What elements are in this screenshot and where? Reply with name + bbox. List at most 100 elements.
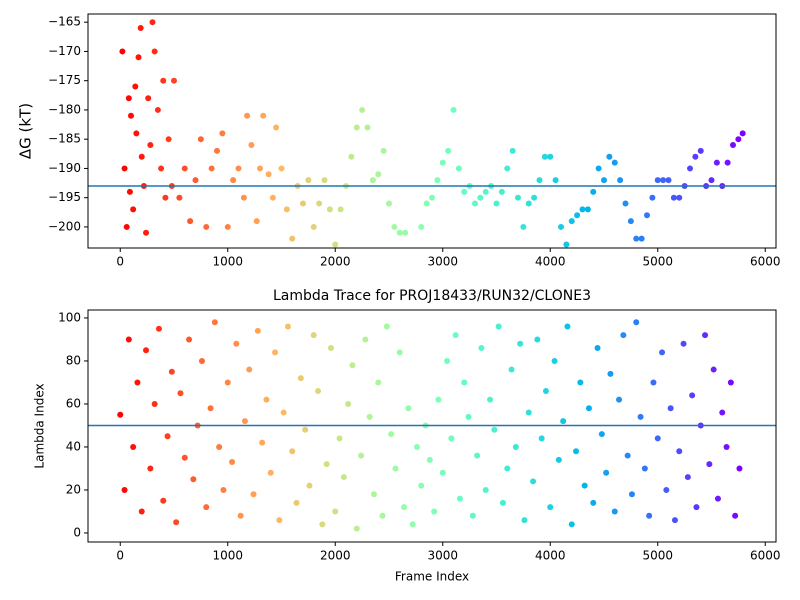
point: [219, 130, 226, 137]
point: [289, 235, 296, 242]
point: [379, 512, 386, 519]
point: [607, 370, 614, 377]
point: [326, 206, 333, 213]
point: [450, 106, 457, 113]
point: [598, 431, 605, 438]
point: [448, 435, 455, 442]
point: [310, 223, 317, 230]
point: [121, 165, 128, 172]
y-tick-label: 60: [66, 396, 81, 410]
point: [241, 418, 248, 425]
point: [284, 323, 291, 330]
point: [633, 235, 640, 242]
point: [135, 54, 142, 61]
point: [418, 223, 425, 230]
point: [216, 443, 223, 450]
point: [671, 517, 678, 524]
point: [211, 319, 218, 326]
point: [676, 194, 683, 201]
point: [273, 124, 280, 131]
point: [224, 223, 231, 230]
point: [620, 332, 627, 339]
point: [617, 177, 624, 184]
x-tick-label: 4000: [535, 549, 566, 563]
point: [493, 200, 500, 207]
point: [461, 379, 468, 386]
point: [611, 159, 618, 166]
point: [383, 323, 390, 330]
point: [345, 400, 352, 407]
point: [434, 177, 441, 184]
point: [491, 426, 498, 433]
point: [624, 452, 631, 459]
point: [147, 465, 154, 472]
point: [293, 499, 300, 506]
point: [364, 124, 371, 131]
point: [727, 379, 734, 386]
point: [654, 177, 661, 184]
point: [306, 482, 313, 489]
plot-area: [119, 19, 746, 248]
y-tick-label: −195: [48, 190, 81, 204]
point: [137, 25, 144, 32]
point: [482, 188, 489, 195]
point: [552, 177, 559, 184]
point: [723, 443, 730, 450]
point: [531, 194, 538, 201]
point: [590, 188, 597, 195]
point: [154, 106, 161, 113]
point: [198, 357, 205, 364]
point: [584, 206, 591, 213]
point: [739, 130, 746, 137]
point: [431, 508, 438, 515]
point: [319, 521, 326, 528]
point: [130, 443, 137, 450]
x-tick-label: 3000: [427, 549, 458, 563]
axes-frame: [87, 309, 777, 543]
y-tick-label: 80: [66, 353, 81, 367]
point: [525, 409, 532, 416]
point: [375, 379, 382, 386]
point: [472, 200, 478, 207]
point: [426, 456, 433, 463]
point: [119, 48, 126, 55]
point: [177, 390, 184, 397]
point: [176, 194, 183, 201]
point: [538, 435, 545, 442]
point: [358, 452, 365, 459]
point: [563, 241, 570, 248]
point: [220, 486, 227, 493]
point: [693, 504, 700, 511]
x-tick-label: 1000: [212, 255, 243, 269]
point: [499, 499, 506, 506]
point: [622, 200, 629, 207]
point: [659, 349, 666, 356]
point: [165, 136, 172, 143]
point: [192, 177, 199, 184]
point: [477, 194, 484, 201]
point: [257, 165, 263, 172]
point: [504, 165, 511, 172]
point: [627, 218, 634, 225]
point: [336, 435, 343, 442]
point: [125, 95, 132, 102]
point: [469, 512, 476, 519]
point: [151, 400, 158, 407]
y-tick-label: −185: [48, 132, 81, 146]
y-tick-label: 0: [73, 525, 81, 539]
point: [452, 332, 459, 339]
x-tick-label: 4000: [535, 255, 566, 269]
point: [445, 147, 452, 154]
point: [207, 405, 214, 412]
x-tick-label: 6000: [750, 549, 781, 563]
point: [663, 486, 670, 493]
point: [676, 448, 683, 455]
point: [366, 413, 373, 420]
point: [478, 345, 485, 352]
point: [439, 469, 446, 476]
point: [594, 345, 601, 352]
point: [670, 194, 677, 201]
point: [487, 396, 494, 403]
y-tick-label: −175: [48, 73, 81, 87]
point: [359, 106, 366, 113]
